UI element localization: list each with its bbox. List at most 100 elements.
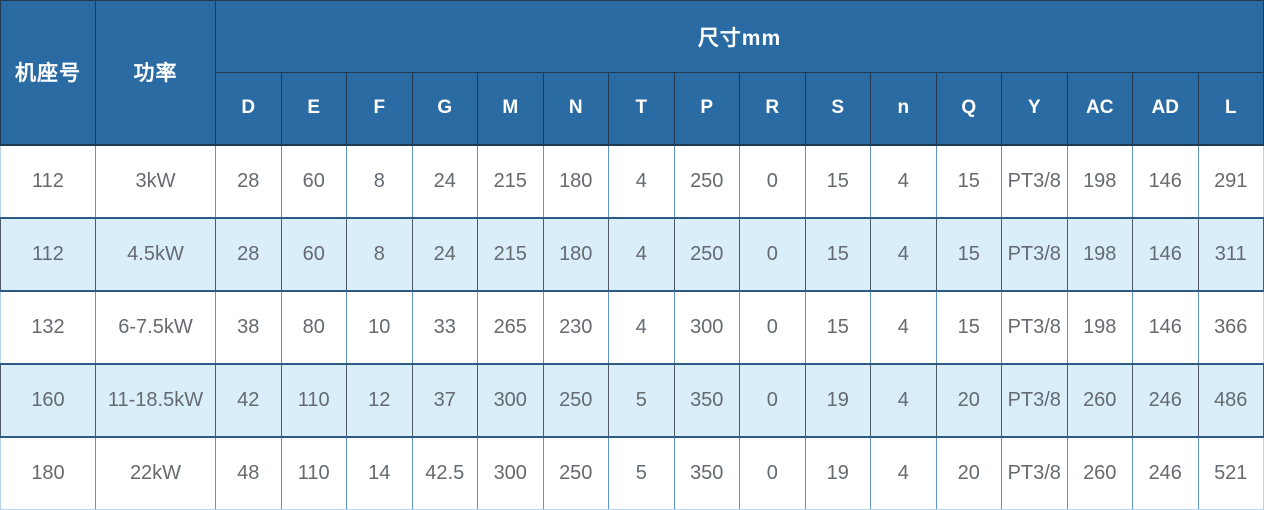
column-group-header-dimensions-mm: 尺寸mm	[215, 0, 1264, 73]
dimension-cell: 146	[1132, 216, 1199, 291]
dimension-cell: 250	[542, 362, 609, 437]
column-header-power: 功率	[95, 0, 216, 145]
dimension-cell: 300	[477, 435, 544, 510]
dimension-cell: 15	[804, 289, 871, 364]
dimension-cell: 4	[608, 143, 675, 218]
column-header-frame-number: 机座号	[0, 0, 96, 145]
column-header-p: P	[673, 72, 740, 145]
dimension-cell: 37	[411, 362, 478, 437]
dimension-cell: 42	[215, 362, 282, 437]
dimension-cell: 19	[804, 362, 871, 437]
dimension-cell: 12	[346, 362, 413, 437]
table-row: 112 4.5kW 28 60 8 24 215 180 4 250 0 15 4 15 PT3/8 198 1…	[0, 216, 1264, 291]
power-cell: 11-18.5kW	[95, 362, 216, 437]
dimension-cell: PT3/8	[1001, 143, 1068, 218]
dimension-cell: 198	[1066, 216, 1133, 291]
column-header-s: S	[804, 72, 871, 145]
dimension-cell: 38	[215, 289, 282, 364]
column-header-g: G	[411, 72, 478, 145]
dimension-cell: 246	[1132, 362, 1199, 437]
dimension-cell: 146	[1132, 289, 1199, 364]
column-header-y: Y	[1001, 72, 1068, 145]
dimension-cell: 4	[870, 143, 937, 218]
dimension-cell: 0	[739, 289, 806, 364]
dimension-cell: 260	[1066, 362, 1133, 437]
dimension-cell: 521	[1197, 435, 1264, 510]
dimension-cell: 15	[935, 143, 1002, 218]
dimension-cell: 215	[477, 143, 544, 218]
power-cell: 6-7.5kW	[95, 289, 216, 364]
dimension-cell: PT3/8	[1001, 289, 1068, 364]
power-cell: 4.5kW	[95, 216, 216, 291]
dimension-cell: 60	[280, 143, 347, 218]
column-header-d: D	[215, 72, 282, 145]
dimension-cell: 8	[346, 216, 413, 291]
dimension-cell: 215	[477, 216, 544, 291]
power-cell: 3kW	[95, 143, 216, 218]
dimension-cell: 15	[935, 289, 1002, 364]
dimension-cell: 180	[542, 143, 609, 218]
dimension-cell: 311	[1197, 216, 1264, 291]
dimension-cell: 246	[1132, 435, 1199, 510]
dimension-cell: 42.5	[411, 435, 478, 510]
dimension-cell: 250	[673, 143, 740, 218]
dimension-cell: 60	[280, 216, 347, 291]
dimension-cell: 198	[1066, 289, 1133, 364]
column-header-q: Q	[935, 72, 1002, 145]
dimension-cell: 15	[804, 216, 871, 291]
frame-number-cell: 180	[0, 435, 96, 510]
dimension-cell: 291	[1197, 143, 1264, 218]
dimension-cell: 230	[542, 289, 609, 364]
dimension-cell: 350	[673, 362, 740, 437]
dimension-cell: 14	[346, 435, 413, 510]
table-row: 112 3kW 28 60 8 24 215 180 4 250 0 15 4 15 PT3/8 198 146…	[0, 143, 1264, 218]
column-header-ad: AD	[1132, 72, 1199, 145]
column-header-m: M	[477, 72, 544, 145]
column-header-t: T	[608, 72, 675, 145]
dimension-cell: 198	[1066, 143, 1133, 218]
spec-table-body: 112 3kW 28 60 8 24 215 180 4 250 0 15 4 15 PT3/8 198 146…	[0, 143, 1264, 510]
dimension-cell: 146	[1132, 143, 1199, 218]
dimension-cell: 300	[673, 289, 740, 364]
dimension-cell: 180	[542, 216, 609, 291]
dimension-cell: 20	[935, 435, 1002, 510]
dimension-cell: 300	[477, 362, 544, 437]
dimension-cell: PT3/8	[1001, 216, 1068, 291]
dimension-cell: 28	[215, 143, 282, 218]
column-header-e: E	[280, 72, 347, 145]
dimension-cell: 24	[411, 216, 478, 291]
frame-number-cell: 112	[0, 216, 96, 291]
dimension-cell: 15	[935, 216, 1002, 291]
dimension-cell: 0	[739, 362, 806, 437]
power-cell: 22kW	[95, 435, 216, 510]
dimension-cell: 19	[804, 435, 871, 510]
dimension-cell: 24	[411, 143, 478, 218]
dimension-cell: 4	[870, 289, 937, 364]
dimension-cell: 20	[935, 362, 1002, 437]
dimension-cell: PT3/8	[1001, 362, 1068, 437]
dimension-cell: 260	[1066, 435, 1133, 510]
dimension-cell: 48	[215, 435, 282, 510]
frame-number-cell: 112	[0, 143, 96, 218]
dimension-cell: 4	[870, 216, 937, 291]
dimension-cell: 366	[1197, 289, 1264, 364]
table-row: 132 6-7.5kW 38 80 10 33 265 230 4 300 0 15 4 15 PT3/8 1…	[0, 289, 1264, 364]
dimension-cell: 80	[280, 289, 347, 364]
dimension-cell: PT3/8	[1001, 435, 1068, 510]
dimension-cell: 350	[673, 435, 740, 510]
dimension-cell: 0	[739, 216, 806, 291]
table-row: 180 22kW 48 110 14 42.5 300 250 5 350 0 19 4 20 PT3/8 2…	[0, 435, 1264, 510]
frame-number-cell: 160	[0, 362, 96, 437]
dimension-cell: 0	[739, 143, 806, 218]
column-header-n: n	[870, 72, 937, 145]
dimension-cell: 110	[280, 362, 347, 437]
dimension-cell: 8	[346, 143, 413, 218]
column-header-n: N	[542, 72, 609, 145]
dimension-cell: 110	[280, 435, 347, 510]
column-header-f: F	[346, 72, 413, 145]
dimension-cell: 250	[673, 216, 740, 291]
